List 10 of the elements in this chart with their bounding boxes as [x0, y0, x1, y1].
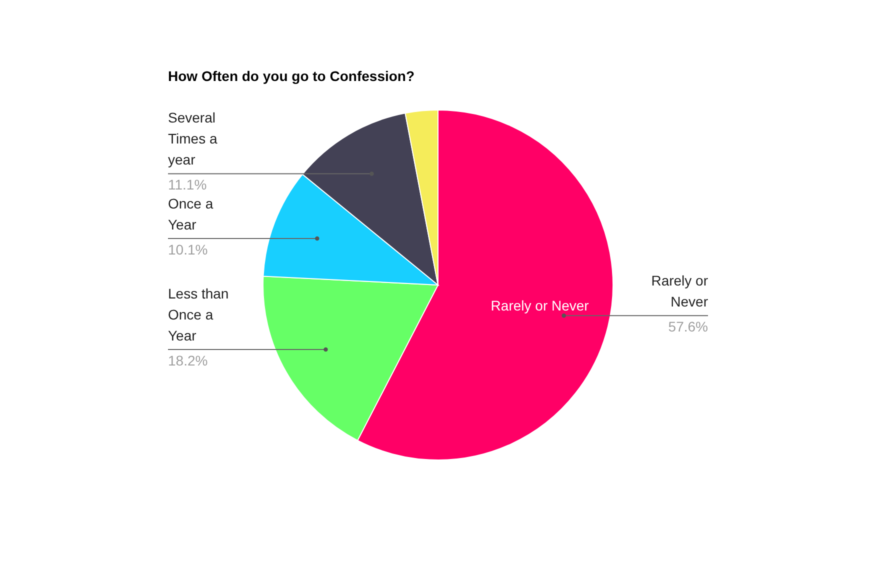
slice-label: Several Times a year — [168, 110, 218, 168]
slice-label: Once a Year — [168, 195, 214, 232]
chart-title: How Often do you go to Confession? — [168, 68, 415, 84]
data-label: 18.2% — [168, 352, 208, 369]
text: Rarely or Never — [490, 298, 590, 314]
slice-label: Rarely or Never — [651, 272, 708, 310]
data-label: 10.1% — [168, 241, 208, 258]
data-label: 11.1% — [168, 176, 207, 193]
data-label: 57.6% — [668, 318, 708, 335]
slice-label: Less than Once a Year — [168, 286, 229, 344]
